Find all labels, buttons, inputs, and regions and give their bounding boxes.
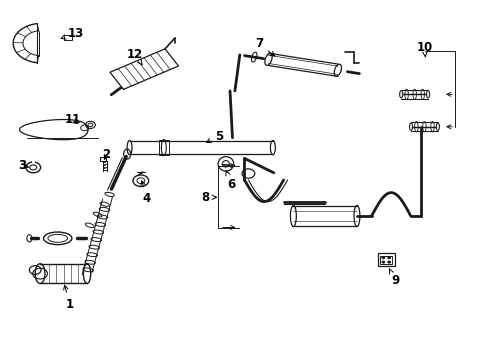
Text: 9: 9: [388, 269, 398, 287]
Circle shape: [88, 123, 93, 127]
Bar: [100, 157, 106, 161]
Text: 11: 11: [64, 113, 81, 126]
Text: 6: 6: [225, 171, 235, 191]
Bar: [377, 253, 394, 266]
Text: 5: 5: [206, 130, 223, 143]
Ellipse shape: [426, 91, 429, 98]
Circle shape: [381, 257, 384, 259]
Text: 7: 7: [255, 37, 274, 56]
Text: 12: 12: [126, 48, 142, 65]
Text: 1: 1: [63, 285, 74, 311]
Text: 2: 2: [102, 148, 110, 161]
Ellipse shape: [399, 91, 402, 98]
Ellipse shape: [408, 123, 412, 130]
Circle shape: [387, 257, 390, 259]
Bar: [380, 256, 391, 264]
Text: 4: 4: [141, 181, 150, 205]
Text: 3: 3: [18, 159, 29, 172]
Text: 13: 13: [61, 27, 84, 40]
Text: 10: 10: [415, 41, 432, 57]
Bar: [159, 140, 168, 156]
Ellipse shape: [435, 123, 439, 130]
Text: 8: 8: [201, 191, 216, 204]
Circle shape: [387, 261, 390, 263]
Bar: [63, 35, 72, 40]
Circle shape: [381, 261, 384, 263]
